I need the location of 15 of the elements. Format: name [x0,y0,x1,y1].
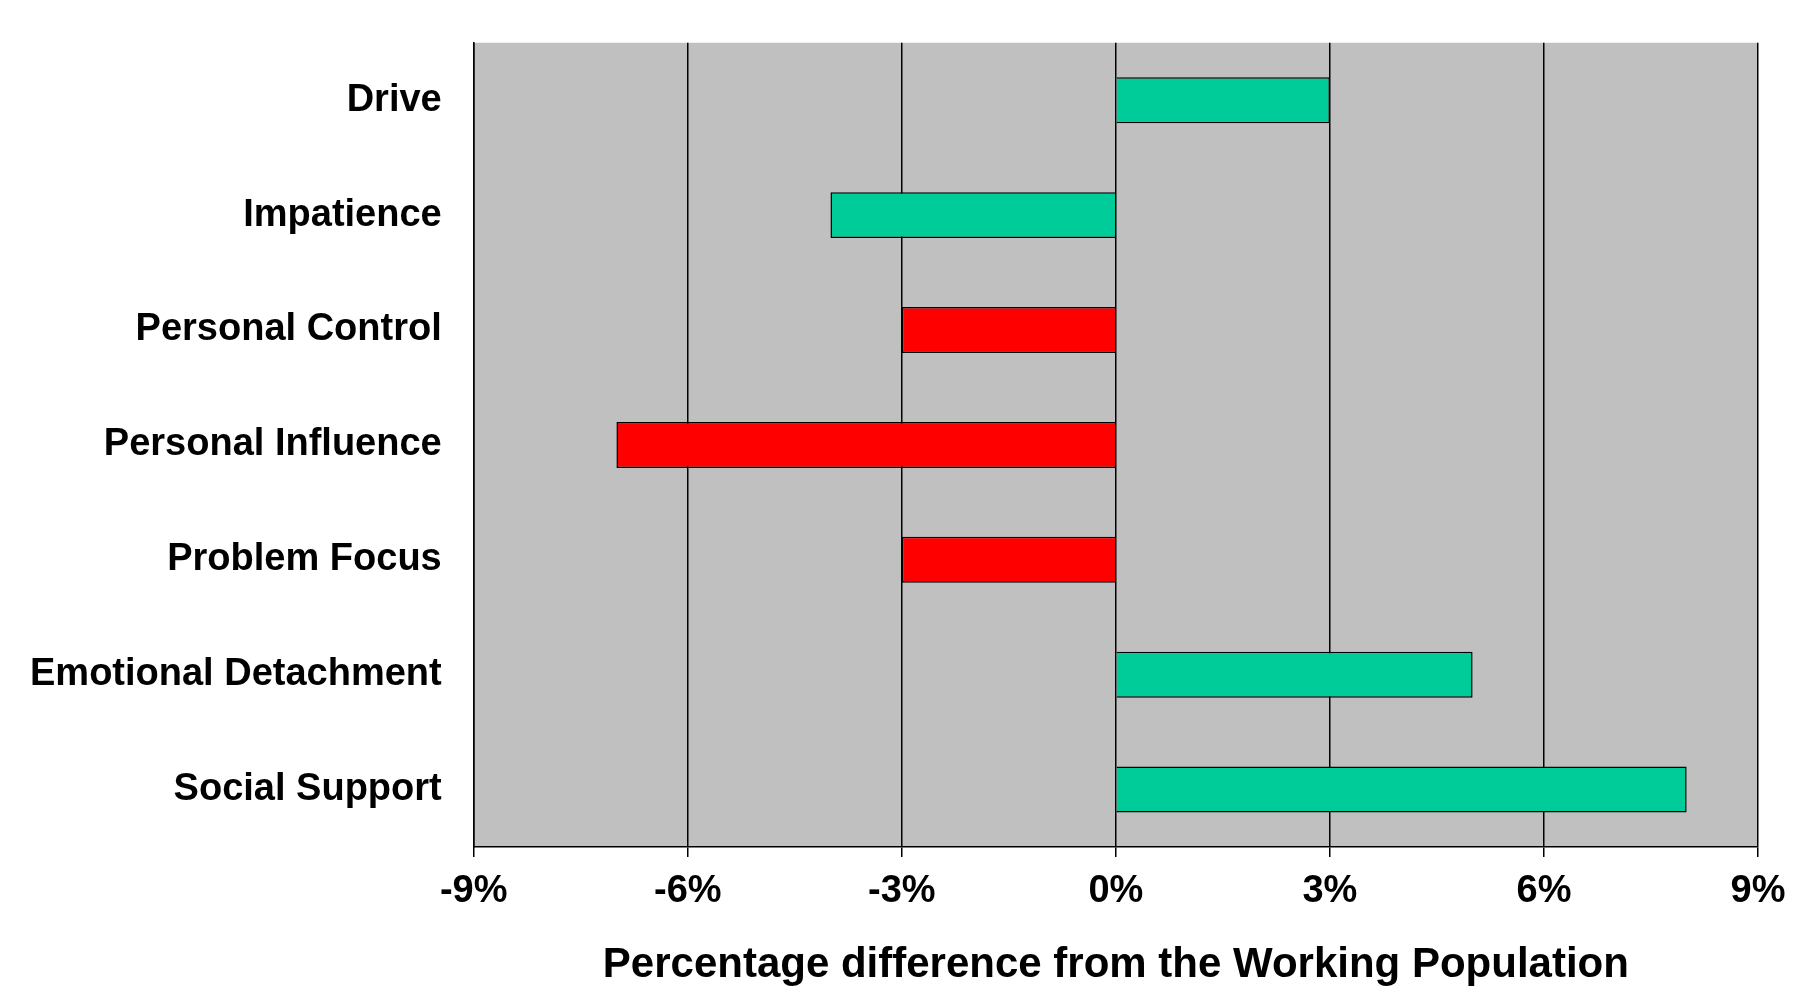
x-tick-label: -3% [868,868,936,911]
x-tick-label: 6% [1516,868,1572,911]
y-tick-label: Personal Control [135,306,442,349]
x-tick-label: 9% [1730,868,1786,911]
y-tick-label: Emotional Detachment [29,651,443,694]
y-tick-label: Drive [346,76,442,119]
y-tick-label: Personal Influence [103,421,442,464]
x-tick-label: 0% [1088,868,1144,911]
x-tick-label: -9% [439,868,508,911]
y-tick-label: Problem Focus [167,536,442,579]
x-axis-title: Percentage difference from the Working Population [602,939,1629,987]
y-tick-label: Impatience [243,191,442,234]
x-tick-label: -6% [653,868,722,911]
x-tick-label: 3% [1302,868,1358,911]
y-tick-label: Social Support [173,766,443,809]
